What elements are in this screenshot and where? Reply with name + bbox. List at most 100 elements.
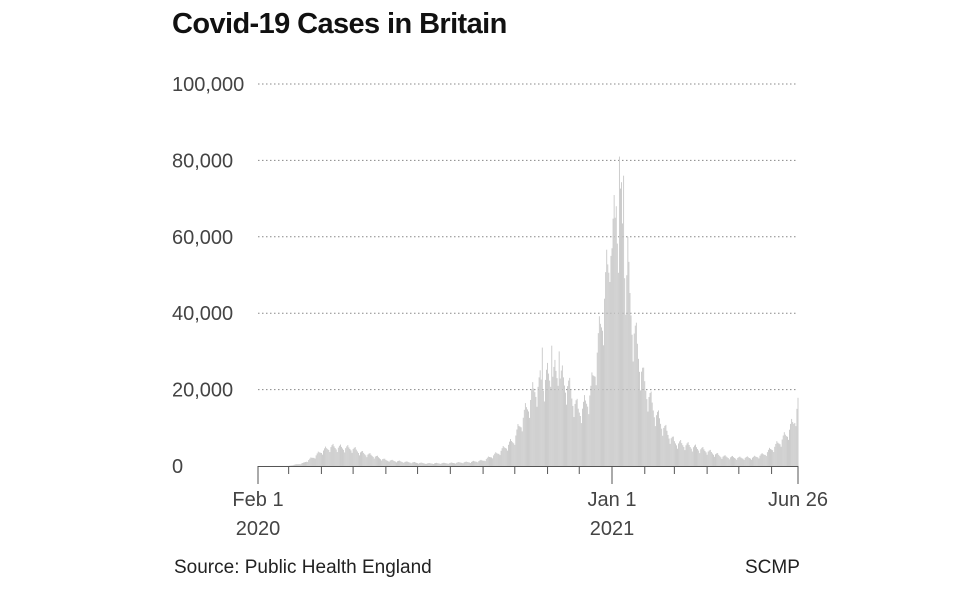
bar [496, 453, 498, 466]
bar [432, 463, 434, 466]
bar [438, 463, 440, 466]
y-tick-label: 40,000 [172, 303, 233, 325]
bar [366, 457, 368, 466]
bar [588, 414, 590, 466]
bar [300, 463, 302, 466]
bar [450, 462, 452, 466]
bar [431, 463, 433, 466]
bar [515, 435, 517, 466]
bar [492, 458, 494, 466]
bar [640, 390, 641, 466]
bar [592, 375, 594, 466]
bar [534, 392, 536, 466]
bar [761, 453, 763, 466]
bar [393, 461, 395, 466]
bar [326, 448, 328, 466]
bar [304, 462, 305, 466]
bar [442, 462, 444, 466]
bar [367, 454, 369, 466]
bar [327, 449, 329, 466]
bar [427, 463, 429, 466]
bar [447, 463, 449, 466]
bar [737, 457, 739, 466]
bar [616, 243, 618, 466]
bar [423, 463, 425, 466]
bar [303, 462, 304, 466]
bar [416, 462, 417, 466]
bar [374, 456, 376, 466]
bar [733, 457, 734, 466]
bar [485, 459, 487, 466]
bar [710, 451, 712, 466]
bar [729, 457, 731, 466]
bar [797, 397, 799, 466]
bar [679, 441, 681, 466]
bar [521, 431, 523, 466]
bar [625, 314, 627, 466]
bar [627, 236, 629, 466]
bar [639, 371, 640, 466]
bar [502, 446, 504, 466]
bar [344, 452, 346, 466]
bar [744, 457, 746, 466]
bar [663, 427, 665, 466]
bar [458, 462, 460, 466]
bar [548, 373, 550, 466]
bar [632, 361, 634, 466]
bar [754, 455, 756, 466]
bar [633, 333, 635, 466]
bar [498, 453, 500, 466]
bar [669, 443, 671, 466]
bar [460, 462, 462, 466]
bar [357, 452, 359, 466]
bar [333, 446, 335, 466]
bar [468, 462, 470, 466]
bar [396, 462, 397, 466]
bar [511, 441, 513, 466]
bar [680, 440, 682, 466]
bar [413, 461, 415, 466]
bar [422, 463, 424, 466]
bar [643, 367, 645, 466]
bar [648, 397, 650, 466]
bar [407, 461, 409, 466]
bar [574, 403, 576, 466]
bar [369, 453, 371, 466]
bar [549, 380, 551, 466]
bar [787, 436, 788, 466]
tick-labels: 0 20,000 40,000 60,000 80,000 100,000 Feb 1 202… [172, 74, 828, 540]
bar [543, 401, 545, 466]
bar [580, 423, 582, 466]
bar [437, 463, 439, 466]
bar [455, 463, 457, 466]
bar [698, 450, 700, 466]
bar [394, 461, 396, 466]
bar [356, 451, 358, 466]
bar [516, 429, 518, 466]
bar [779, 444, 781, 466]
bar [682, 445, 684, 466]
bar [508, 444, 509, 466]
bar [398, 460, 399, 466]
bar [631, 334, 633, 466]
bar [652, 410, 654, 466]
bar [773, 452, 775, 466]
bar [551, 345, 553, 466]
bar [390, 460, 392, 466]
bar [365, 455, 367, 466]
bar [318, 452, 320, 466]
bar [769, 447, 770, 466]
bar [412, 462, 414, 466]
bar [753, 456, 755, 466]
bar [687, 442, 689, 466]
bar [520, 427, 522, 466]
bar [309, 458, 311, 466]
bar [662, 435, 664, 466]
bar [570, 389, 572, 466]
bar [525, 407, 527, 466]
bar [743, 459, 745, 466]
y-tick-label: 0 [172, 456, 183, 478]
bar [453, 463, 454, 466]
bar [601, 327, 602, 466]
